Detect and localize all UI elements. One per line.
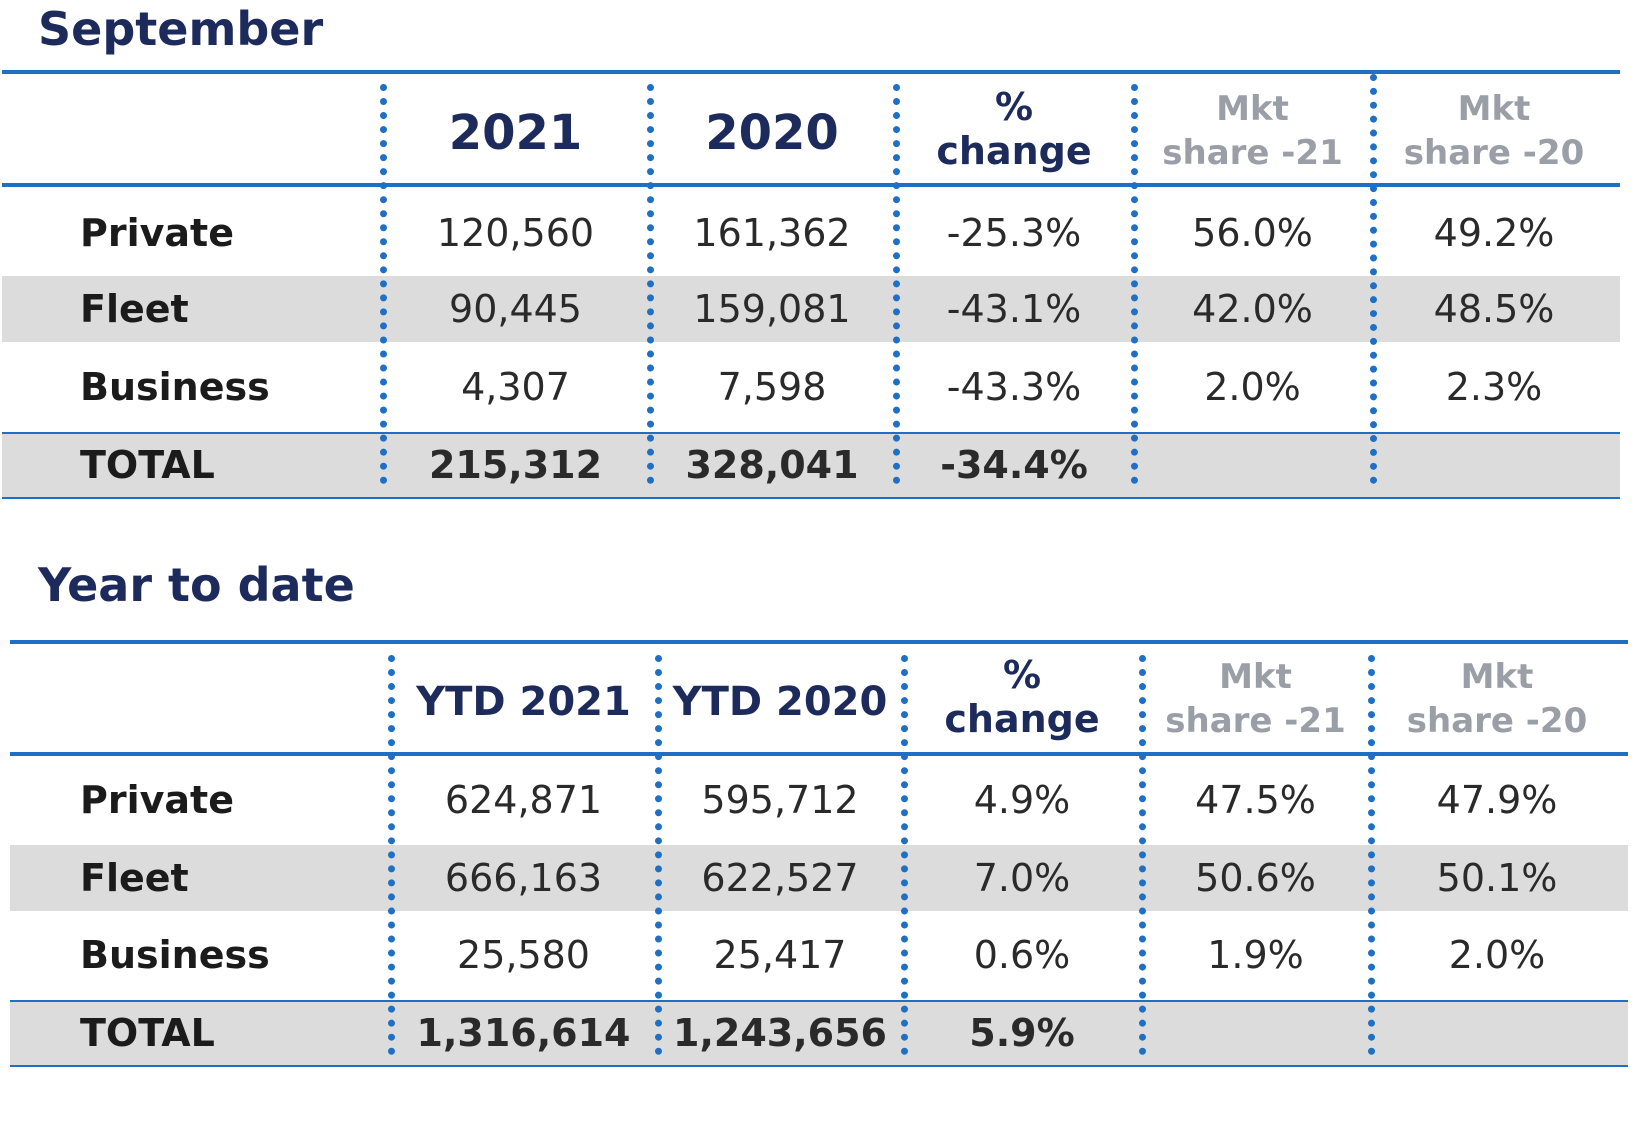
header-top-rule <box>2 70 1620 74</box>
fleet-row-band <box>2 276 1620 342</box>
cell-value: 622,527 <box>701 856 859 900</box>
header-ytd-2020: YTD 2020 <box>672 679 888 725</box>
header-mkt-share-21: Mkt share -21 <box>1135 82 1370 180</box>
september-title: September <box>38 2 324 56</box>
row-label-fleet: Fleet <box>80 287 189 331</box>
header-mkt-word: Mkt <box>1457 88 1531 129</box>
header-mkt-word: Mkt <box>1219 656 1292 697</box>
header-percent-symbol: % <box>994 85 1034 130</box>
cell-value: 0.6% <box>973 933 1071 977</box>
column-divider <box>647 84 654 484</box>
cell-value: 595,712 <box>701 778 859 822</box>
row-label-fleet: Fleet <box>80 856 189 900</box>
cell-value: 2.0% <box>1204 365 1301 409</box>
column-divider <box>1131 84 1138 484</box>
header-mkt-word: Mkt <box>1216 88 1289 129</box>
cell-value: 49.2% <box>1433 211 1555 255</box>
cell-value: 25,580 <box>457 933 590 977</box>
cell-value: 42.0% <box>1192 287 1313 331</box>
header-percent-change: % change <box>905 648 1139 748</box>
column-divider <box>893 84 900 484</box>
cell-value: 90,445 <box>449 287 582 331</box>
cell-value: 666,163 <box>444 856 603 900</box>
total-bottom-rule <box>2 497 1620 499</box>
header-mkt-share-20: Mkt share -20 <box>1372 650 1622 748</box>
year-to-date-title: Year to date <box>38 558 355 612</box>
header-mkt-share-20: Mkt share -20 <box>1374 82 1614 180</box>
cell-value: -25.3% <box>946 211 1082 255</box>
september-table: 2021 2020 % change Mkt share -21 Mkt sha… <box>0 0 1635 500</box>
cell-value: -43.3% <box>946 365 1082 409</box>
cell-value: 48.5% <box>1433 287 1555 331</box>
row-label-total: TOTAL <box>80 443 215 487</box>
cell-value: 50.6% <box>1195 856 1316 900</box>
total-row-band <box>10 1000 1628 1066</box>
column-divider <box>388 655 395 1055</box>
column-divider <box>1139 655 1146 1055</box>
header-percent-symbol: % <box>1002 653 1042 698</box>
cell-value: 2.0% <box>1448 933 1546 977</box>
header-change-word: change <box>936 129 1092 173</box>
total-bottom-rule <box>10 1065 1628 1067</box>
cell-value: 120,560 <box>436 211 595 255</box>
cell-value: 47.9% <box>1436 778 1558 822</box>
total-row-band <box>2 432 1620 498</box>
total-value: -34.4% <box>940 443 1088 487</box>
total-value: 1,316,614 <box>416 1011 631 1055</box>
row-label-private: Private <box>80 778 234 822</box>
total-value: 1,243,656 <box>673 1011 887 1055</box>
total-value: 215,312 <box>428 443 603 487</box>
header-share-21: share -21 <box>1162 133 1343 173</box>
header-bottom-rule <box>10 752 1628 756</box>
header-change-word: change <box>944 697 1100 741</box>
cell-value: 56.0% <box>1192 211 1313 255</box>
row-label-business: Business <box>80 933 270 977</box>
header-2020: 2020 <box>705 105 839 161</box>
column-divider <box>901 655 908 1055</box>
cell-value: 25,417 <box>713 933 847 977</box>
fleet-row-band <box>10 845 1628 911</box>
cell-value: 1.9% <box>1207 933 1304 977</box>
header-2021: 2021 <box>448 105 583 161</box>
cell-value: 159,081 <box>693 287 851 331</box>
cell-value: 7,598 <box>717 365 827 409</box>
header-mkt-word: Mkt <box>1460 656 1534 697</box>
cell-value: 50.1% <box>1436 856 1558 900</box>
cell-value: -43.1% <box>946 287 1082 331</box>
total-value: 5.9% <box>969 1011 1075 1055</box>
header-mkt-share-21: Mkt share -21 <box>1143 650 1368 748</box>
header-share-20: share -20 <box>1403 133 1585 173</box>
header-percent-change: % change <box>897 80 1131 180</box>
header-top-rule <box>10 640 1628 644</box>
header-ytd-2021: YTD 2021 <box>416 679 631 725</box>
row-label-total: TOTAL <box>80 1011 215 1055</box>
cell-value: 161,362 <box>693 211 851 255</box>
cell-value: 624,871 <box>444 778 603 822</box>
column-divider <box>1368 655 1375 1055</box>
cell-value: 4,307 <box>461 365 570 409</box>
row-label-private: Private <box>80 211 234 255</box>
cell-value: 2.3% <box>1445 365 1543 409</box>
total-top-rule <box>10 1000 1628 1002</box>
cell-value: 7.0% <box>973 856 1071 900</box>
cell-value: 4.9% <box>973 778 1071 822</box>
total-value: 328,041 <box>685 443 859 487</box>
cell-value: 47.5% <box>1195 778 1316 822</box>
row-label-business: Business <box>80 365 270 409</box>
total-top-rule <box>2 432 1620 434</box>
column-divider <box>1370 74 1377 484</box>
column-divider <box>655 655 662 1055</box>
header-share-21: share -21 <box>1165 701 1346 741</box>
header-bottom-rule <box>2 183 1620 187</box>
column-divider <box>380 84 387 484</box>
header-share-20: share -20 <box>1406 701 1588 741</box>
